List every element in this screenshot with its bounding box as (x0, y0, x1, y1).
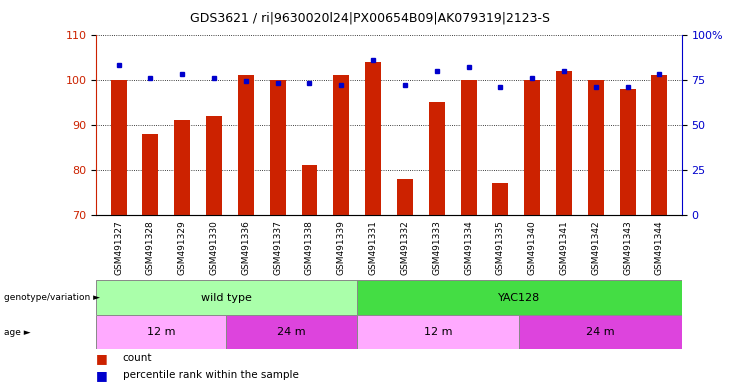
Bar (519, 315, 682, 349)
Bar (96, 280, 356, 315)
Text: 12 m: 12 m (147, 327, 176, 337)
Bar (302, 166, 317, 215)
Text: YAC128: YAC128 (498, 293, 540, 303)
Text: genotype/variation ►: genotype/variation ► (4, 293, 100, 302)
Text: GSM491334: GSM491334 (464, 220, 473, 275)
Text: GSM491341: GSM491341 (559, 220, 568, 275)
Bar (238, 75, 254, 215)
Bar (556, 71, 572, 215)
Bar (270, 79, 285, 215)
Text: GSM491330: GSM491330 (210, 220, 219, 275)
Text: GSM491338: GSM491338 (305, 220, 314, 275)
Text: GSM491343: GSM491343 (623, 220, 632, 275)
Text: GSM491328: GSM491328 (146, 220, 155, 275)
Text: GSM491327: GSM491327 (114, 220, 123, 275)
Text: age ►: age ► (4, 328, 30, 337)
Bar (493, 184, 508, 215)
Text: GSM491340: GSM491340 (528, 220, 536, 275)
Bar (429, 102, 445, 215)
Bar (333, 75, 349, 215)
Bar (206, 116, 222, 215)
Bar (356, 315, 519, 349)
Text: ■: ■ (96, 369, 108, 382)
Text: GDS3621 / ri|9630020l24|PX00654B09|AK079319|2123-S: GDS3621 / ri|9630020l24|PX00654B09|AK079… (190, 12, 551, 25)
Text: GSM491339: GSM491339 (337, 220, 346, 275)
Bar (524, 79, 540, 215)
Bar (619, 89, 636, 215)
Bar (397, 179, 413, 215)
Text: GSM491336: GSM491336 (242, 220, 250, 275)
Bar (356, 280, 682, 315)
Bar (365, 61, 381, 215)
Text: GSM491344: GSM491344 (655, 220, 664, 275)
Bar (96, 315, 227, 349)
Text: GSM491333: GSM491333 (432, 220, 441, 275)
Bar (110, 79, 127, 215)
Text: GSM491332: GSM491332 (400, 220, 410, 275)
Text: GSM491337: GSM491337 (273, 220, 282, 275)
Bar (142, 134, 159, 215)
Bar (227, 315, 356, 349)
Bar (651, 75, 668, 215)
Text: percentile rank within the sample: percentile rank within the sample (123, 370, 299, 381)
Text: GSM491335: GSM491335 (496, 220, 505, 275)
Text: 24 m: 24 m (586, 327, 615, 337)
Text: count: count (123, 353, 152, 363)
Text: GSM491331: GSM491331 (368, 220, 378, 275)
Text: 12 m: 12 m (424, 327, 452, 337)
Text: 24 m: 24 m (277, 327, 306, 337)
Bar (174, 120, 190, 215)
Text: ■: ■ (96, 352, 108, 364)
Bar (588, 79, 604, 215)
Bar (461, 79, 476, 215)
Text: GSM491342: GSM491342 (591, 220, 600, 275)
Text: GSM491329: GSM491329 (178, 220, 187, 275)
Text: wild type: wild type (201, 293, 252, 303)
